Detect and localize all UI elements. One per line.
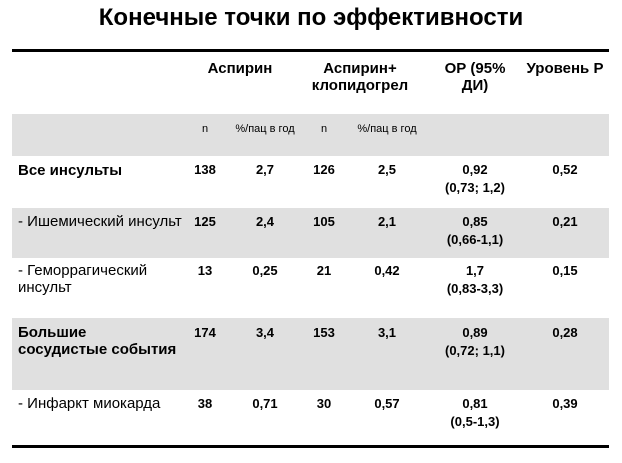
row-p: 0,21 (552, 214, 578, 229)
page-title: Конечные точки по эффективности (98, 4, 524, 31)
row-p: 0,28 (552, 325, 578, 340)
row-ci: (0,5-1,3) (450, 414, 500, 429)
row-label: Все инсульты (18, 162, 123, 179)
row-rate-aspirin-clopidogrel: 0,57 (374, 396, 400, 411)
row-rate-aspirin-clopidogrel: 2,5 (377, 162, 397, 177)
subheader-n-aspirin-clopidogrel: n (320, 123, 328, 135)
row-rate-aspirin-clopidogrel: 2,1 (377, 214, 397, 229)
row-label: - Геморрагический инсульт (18, 262, 148, 297)
bottom-rule (12, 445, 609, 448)
row-n-aspirin-clopidogrel: 30 (316, 396, 332, 411)
row-or: 1,7 (465, 263, 485, 278)
header-aspirin-clopidogrel: Аспирин+ клопидогрел (311, 60, 409, 95)
row-rate-aspirin-clopidogrel: 3,1 (377, 325, 397, 340)
row-or: 0,85 (462, 214, 488, 229)
row-n-aspirin: 13 (197, 263, 213, 278)
row-rate-aspirin: 0,25 (252, 263, 278, 278)
row-rate-aspirin: 2,7 (255, 162, 275, 177)
subheader-n-aspirin: n (201, 123, 209, 135)
header-or: ОР (95% ДИ) (444, 60, 506, 95)
subheader-rate-aspirin-clopidogrel: %/пац в год (357, 123, 417, 135)
row-rate-aspirin: 0,71 (252, 396, 278, 411)
row-band (12, 318, 609, 390)
row-p: 0,15 (552, 263, 578, 278)
row-n-aspirin-clopidogrel: 126 (313, 162, 335, 177)
row-n-aspirin: 138 (194, 162, 216, 177)
row-band (12, 208, 609, 258)
subheader-band (12, 114, 609, 156)
row-ci: (0,73; 1,2) (445, 180, 505, 195)
header-level-p: Уровень Р (526, 60, 604, 77)
top-rule (12, 49, 609, 52)
row-p: 0,52 (552, 162, 578, 177)
row-rate-aspirin-clopidogrel: 0,42 (374, 263, 400, 278)
row-label: - Инфаркт миокарда (18, 395, 161, 412)
row-p: 0,39 (552, 396, 578, 411)
row-label: Большие сосудистые события (18, 324, 177, 359)
row-ci: (0,83-3,3) (446, 281, 504, 296)
row-ci: (0,72; 1,1) (445, 343, 505, 358)
row-n-aspirin: 38 (197, 396, 213, 411)
subheader-rate-aspirin: %/пац в год (235, 123, 295, 135)
header-aspirin: Аспирин (207, 60, 273, 77)
row-n-aspirin-clopidogrel: 153 (313, 325, 335, 340)
row-label: - Ишемический инсульт (18, 213, 182, 230)
row-n-aspirin: 174 (194, 325, 216, 340)
row-ci: (0,66-1,1) (446, 232, 504, 247)
row-n-aspirin: 125 (194, 214, 216, 229)
row-n-aspirin-clopidogrel: 21 (316, 263, 332, 278)
row-or: 0,92 (462, 162, 488, 177)
row-rate-aspirin: 2,4 (255, 214, 275, 229)
row-or: 0,81 (462, 396, 488, 411)
row-or: 0,89 (462, 325, 488, 340)
row-rate-aspirin: 3,4 (255, 325, 275, 340)
row-n-aspirin-clopidogrel: 105 (313, 214, 335, 229)
